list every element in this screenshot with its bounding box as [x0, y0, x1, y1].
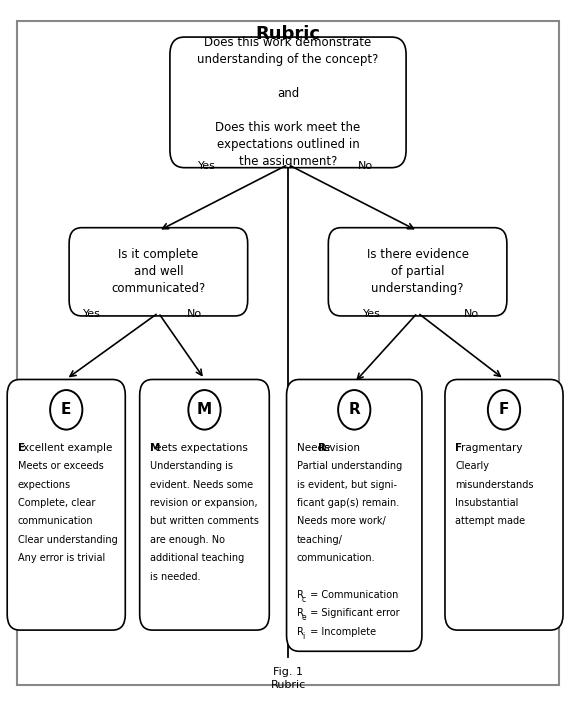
FancyBboxPatch shape: [328, 227, 507, 316]
Text: Needs: Needs: [297, 443, 333, 453]
Text: evision: evision: [323, 443, 360, 453]
Text: No: No: [464, 309, 479, 319]
Text: E: E: [61, 402, 71, 417]
Text: additional teaching: additional teaching: [150, 554, 244, 563]
Text: is evident, but signi-: is evident, but signi-: [297, 480, 397, 490]
Text: R: R: [348, 402, 360, 417]
Text: R: R: [297, 608, 304, 618]
Text: Yes: Yes: [362, 309, 381, 319]
Text: but written comments: but written comments: [150, 517, 259, 527]
Text: M: M: [197, 402, 212, 417]
Text: Partial understanding: Partial understanding: [297, 462, 402, 472]
Text: Needs more work/: Needs more work/: [297, 517, 386, 527]
Text: F: F: [455, 443, 463, 453]
Circle shape: [50, 390, 82, 429]
FancyBboxPatch shape: [170, 37, 406, 168]
Text: F: F: [499, 402, 509, 417]
FancyBboxPatch shape: [139, 380, 270, 630]
Text: is needed.: is needed.: [150, 572, 200, 582]
Circle shape: [188, 390, 221, 429]
Text: Understanding is: Understanding is: [150, 462, 233, 472]
Text: Is there evidence
of partial
understanding?: Is there evidence of partial understandi…: [366, 249, 469, 295]
Text: eets expectations: eets expectations: [155, 443, 248, 453]
Text: = Significant error: = Significant error: [308, 608, 400, 618]
Text: Does this work demonstrate
understanding of the concept?

and

Does this work me: Does this work demonstrate understanding…: [198, 37, 378, 168]
Text: c: c: [302, 594, 306, 604]
Text: Yes: Yes: [198, 161, 217, 171]
Text: No: No: [358, 161, 373, 171]
Text: attempt made: attempt made: [455, 517, 525, 527]
Text: misunderstands: misunderstands: [455, 480, 534, 490]
Text: M: M: [150, 443, 161, 453]
FancyBboxPatch shape: [7, 380, 126, 630]
Text: Complete, clear: Complete, clear: [17, 498, 95, 508]
Text: ficant gap(s) remain.: ficant gap(s) remain.: [297, 498, 399, 508]
Text: communication.: communication.: [297, 554, 376, 563]
Text: Insubstantial: Insubstantial: [455, 498, 519, 508]
Text: Meets or exceeds: Meets or exceeds: [17, 462, 103, 472]
Text: Clearly: Clearly: [455, 462, 490, 472]
Text: expections: expections: [17, 480, 71, 490]
Text: Yes: Yes: [83, 309, 101, 319]
Text: R: R: [319, 443, 327, 453]
Text: = Incomplete: = Incomplete: [308, 627, 377, 637]
Text: Is it complete
and well
communicated?: Is it complete and well communicated?: [111, 249, 206, 295]
Text: Clear understanding: Clear understanding: [17, 535, 118, 545]
Text: = Communication: = Communication: [308, 590, 399, 600]
Circle shape: [338, 390, 370, 429]
Text: Any error is trivial: Any error is trivial: [17, 554, 105, 563]
FancyBboxPatch shape: [445, 380, 563, 630]
Text: evident. Needs some: evident. Needs some: [150, 480, 253, 490]
Text: communication: communication: [17, 517, 93, 527]
Text: i: i: [302, 631, 304, 640]
FancyBboxPatch shape: [69, 227, 248, 316]
Text: Rubric: Rubric: [256, 25, 320, 42]
Text: No: No: [187, 309, 202, 319]
Circle shape: [488, 390, 520, 429]
Text: are enough. No: are enough. No: [150, 535, 225, 545]
Text: Fig. 1
Rubric: Fig. 1 Rubric: [270, 667, 306, 690]
Text: R: R: [297, 627, 304, 637]
Text: xcellent example: xcellent example: [22, 443, 112, 453]
Text: e: e: [302, 613, 307, 622]
Text: ragmentary: ragmentary: [461, 443, 522, 453]
Text: teaching/: teaching/: [297, 535, 343, 545]
Text: R: R: [297, 590, 304, 600]
FancyBboxPatch shape: [286, 379, 422, 651]
Text: E: E: [17, 443, 25, 453]
Text: revision or expansion,: revision or expansion,: [150, 498, 257, 508]
